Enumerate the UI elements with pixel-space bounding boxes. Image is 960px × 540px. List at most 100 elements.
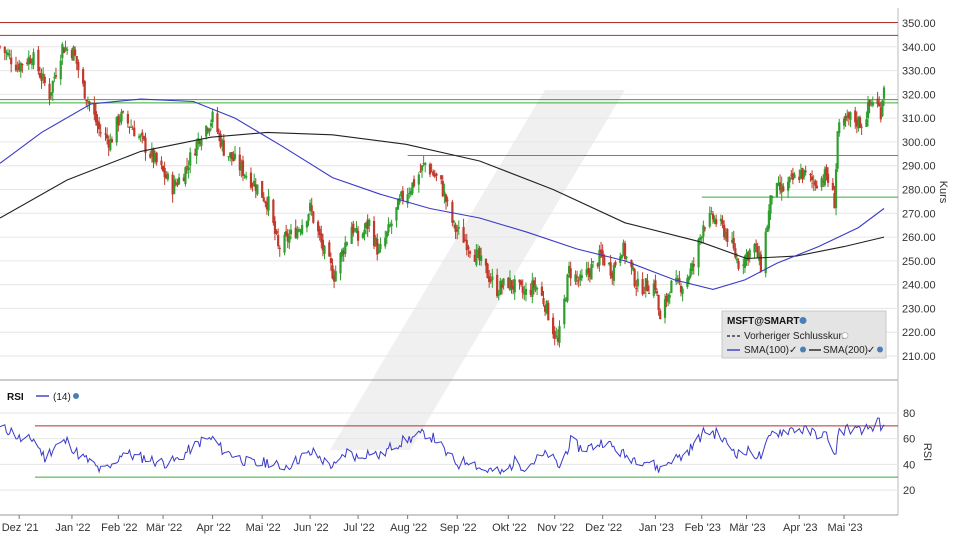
candle-body	[104, 133, 107, 135]
price-panel: 350.00 340.00 330.00 320.00 310.00 300.00 290.…	[0, 8, 949, 515]
settings-icon[interactable]	[800, 346, 806, 353]
candle-body	[75, 56, 78, 64]
candle-body	[591, 261, 595, 263]
candle-body	[230, 152, 233, 159]
price-tick-label: 230.00	[902, 303, 936, 315]
x-tick-label: Jan '23	[639, 522, 674, 534]
candle-body	[524, 288, 528, 295]
x-tick-label: Mär '22	[146, 522, 182, 534]
candle-body	[719, 218, 723, 222]
candle-body	[238, 154, 241, 171]
check-icon[interactable]: ✓	[789, 345, 797, 356]
candle-body	[160, 160, 163, 166]
candle-body	[171, 174, 174, 195]
legend-toggle-icon[interactable]	[841, 332, 849, 339]
watermark-logo	[330, 90, 625, 450]
candle-body	[766, 226, 769, 232]
candle-body	[329, 258, 333, 264]
candle-body	[726, 229, 729, 243]
candle-body	[734, 248, 737, 258]
x-tick-label: Jan '22	[55, 522, 90, 534]
candle-body	[876, 98, 879, 105]
candle-body	[177, 177, 181, 185]
candle-body	[261, 180, 264, 198]
candle-body	[508, 278, 512, 290]
candle-body	[603, 256, 606, 266]
candle-body	[497, 294, 500, 296]
candle-body	[465, 240, 468, 251]
candle-body	[713, 218, 716, 223]
candle-body	[420, 165, 424, 171]
rsi-title: RSI	[7, 392, 24, 403]
candle-body	[53, 77, 56, 79]
candle-body	[149, 153, 152, 158]
check-icon[interactable]: ✓	[867, 345, 875, 356]
price-tick-label: 210.00	[902, 351, 936, 363]
candle-body	[312, 211, 315, 223]
candle-body	[815, 185, 818, 189]
candle-body	[208, 128, 211, 133]
candle-body	[332, 275, 336, 282]
candle-body	[385, 231, 388, 238]
candle-body	[85, 99, 88, 102]
candle-body	[502, 278, 505, 286]
candle-body	[462, 227, 465, 243]
candle-body	[881, 100, 884, 117]
candle-body	[609, 262, 612, 276]
candle-body	[759, 254, 763, 272]
candle-body	[496, 274, 499, 297]
candle-body	[344, 242, 347, 255]
candle-body	[444, 194, 448, 202]
candle-body	[435, 173, 438, 176]
candle-body	[588, 270, 591, 278]
candle-body	[748, 249, 751, 258]
candle-body	[233, 153, 237, 159]
candle-body	[612, 264, 615, 281]
price-tick-label: 300.00	[902, 137, 936, 149]
candle-body	[755, 243, 758, 246]
candle-body	[193, 153, 197, 156]
candle-body	[305, 221, 309, 228]
settings-icon[interactable]	[73, 393, 79, 399]
candle-body	[737, 261, 740, 269]
candle-body	[574, 274, 577, 282]
candle-body	[467, 246, 470, 250]
candle-body	[161, 165, 165, 172]
candle-body	[323, 245, 326, 254]
rsi-tick-label: 60	[903, 434, 915, 446]
candle-body	[443, 191, 446, 197]
candle-body	[251, 184, 254, 186]
candle-body	[446, 199, 449, 201]
candle-body	[542, 298, 545, 305]
candle-body	[277, 235, 280, 247]
candle-body	[98, 122, 101, 130]
candle-body	[187, 167, 190, 171]
candle-body	[184, 167, 187, 185]
candle-body	[647, 293, 651, 295]
candle-body	[724, 231, 727, 239]
settings-icon[interactable]	[877, 346, 883, 353]
candle-body	[812, 182, 815, 184]
candle-body	[64, 47, 67, 51]
candle-body	[691, 263, 694, 271]
candle-body	[555, 335, 558, 337]
candle-body	[307, 214, 310, 222]
candle-body	[352, 223, 355, 234]
candle-body	[860, 126, 863, 128]
candle-body	[430, 171, 433, 173]
candle-body	[668, 295, 671, 298]
candle-body	[440, 175, 443, 180]
candle-body	[838, 122, 841, 134]
candle-body	[137, 136, 141, 138]
candle-body	[842, 118, 846, 126]
candle-body	[10, 57, 13, 65]
price-tick-label: 290.00	[902, 161, 936, 173]
globe-icon[interactable]	[799, 317, 807, 324]
candle-body	[377, 249, 380, 253]
candle-body	[641, 279, 644, 295]
candle-body	[83, 80, 86, 99]
candle-body	[153, 153, 157, 162]
candle-body	[59, 60, 62, 80]
candle-body	[195, 141, 198, 157]
candle-body	[521, 286, 524, 293]
